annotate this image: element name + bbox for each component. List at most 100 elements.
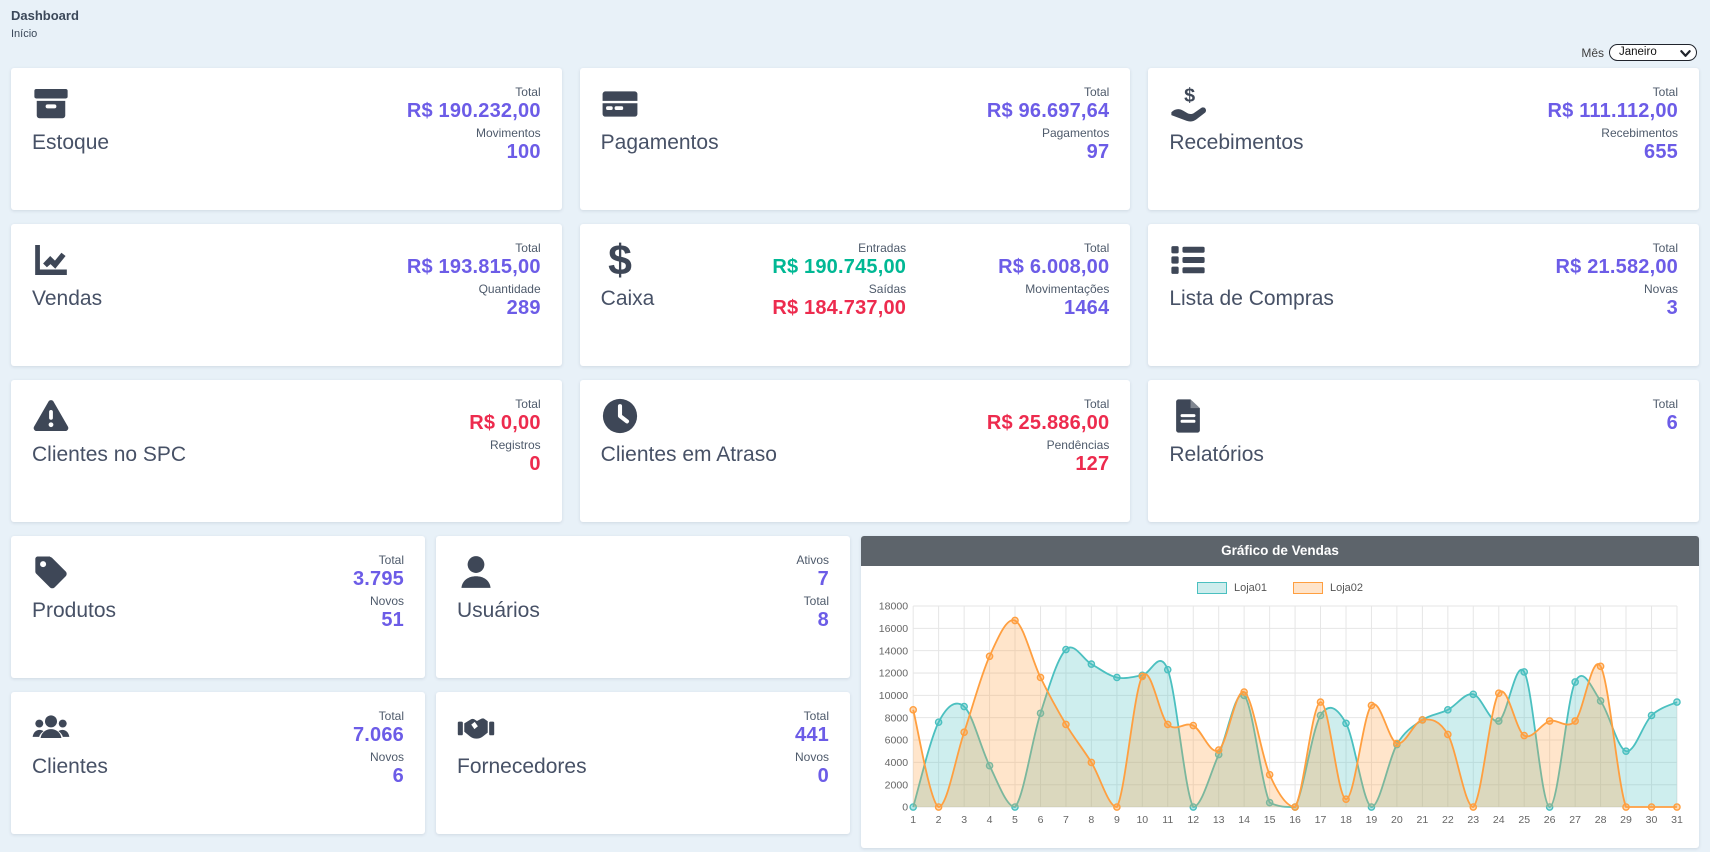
stat-label: Total [515,85,541,99]
card-recebimentos[interactable]: $ Recebimentos Total R$ 111.112,00 Recebimen… [1148,68,1699,210]
card-vendas[interactable]: Vendas Total R$ 193.815,00 Quantidade 289 [11,224,562,366]
stat-label: Novas [1643,282,1678,297]
card-main: Pagamentos [601,85,719,196]
stat-value: R$ 184.737,00 [772,297,907,320]
card-clientes-em-atraso[interactable]: Clientes em Atraso Total R$ 25.886,00 Pendê… [579,380,1131,522]
sales-chart-title: Gráfico de Vendas [861,536,1699,566]
svg-text:24: 24 [1493,814,1505,826]
clock-icon [601,397,639,435]
card-relatorios[interactable]: Relatórios Total 6 [1148,380,1699,522]
card-estoque[interactable]: Estoque Total R$ 190.232,00 Movimentos 100 [11,68,562,210]
stat-value: R$ 6.008,00 [998,256,1110,278]
svg-text:4000: 4000 [885,757,909,769]
svg-text:10: 10 [1136,814,1148,826]
legend-item-loja01[interactable]: Loja01 [1196,582,1267,594]
svg-text:14000: 14000 [879,645,908,657]
stat-value: 289 [506,297,541,320]
card-produtos[interactable]: Produtos Total 3.795 Novos 51 [11,536,425,678]
card-lista-de-compras[interactable]: Lista de Compras Total R$ 21.582,00 Novas 3 [1148,224,1699,366]
card-title: Usuários [457,599,540,622]
card-main: Fornecedores [457,709,587,820]
card-title: Estoque [32,131,110,154]
stat-label: Total [1652,397,1678,411]
stat-label: Novos [794,750,829,765]
svg-text:20: 20 [1391,814,1403,826]
card-title: Fornecedores [457,755,587,778]
svg-text:4: 4 [987,814,993,826]
card-main: $ Caixa [601,241,655,352]
svg-text:1: 1 [910,814,916,826]
card-fornecedores[interactable]: Fornecedores Total 441 Novos 0 [436,692,850,834]
card-stats: Total R$ 21.582,00 Novas 3 [1556,241,1679,352]
stat-column: Total R$ 21.582,00 Novas 3 [1556,241,1679,352]
users-icon [32,709,70,747]
stat-column: Total R$ 190.232,00 Movimentos 100 [407,85,541,196]
card-main: Relatórios [1169,397,1264,508]
page-header: Dashboard Início [11,8,1699,40]
stat-label: Novos [369,594,404,609]
svg-text:31: 31 [1671,814,1683,826]
card-stats: Total R$ 190.232,00 Movimentos 100 [407,85,541,196]
stat-label: Quantidade [478,282,541,297]
stat-value: R$ 190.745,00 [772,256,907,278]
archive-icon [32,85,70,123]
card-title: Clientes [32,755,108,778]
tag-icon [32,553,70,591]
svg-text:9: 9 [1114,814,1120,826]
card-caixa[interactable]: $ Caixa Entradas R$ 190.745,00 Saídas R$ 184.… [579,224,1131,366]
mini-cards-grid: Produtos Total 3.795 Novos 51 Usuários Ativos 7… [11,536,850,834]
stat-label: Total [803,594,829,609]
svg-text:12000: 12000 [879,668,908,680]
svg-text:2000: 2000 [885,779,909,791]
svg-text:22: 22 [1442,814,1454,826]
stat-label: Total [1652,241,1678,255]
svg-text:8000: 8000 [885,712,909,724]
stat-value: 6 [1666,412,1678,434]
legend-swatch [1293,582,1323,594]
stat-label: Total [1083,85,1110,99]
stat-value: R$ 193.815,00 [406,256,541,278]
legend-item-loja02[interactable]: Loja02 [1293,582,1363,594]
stat-value: 3.795 [352,568,404,590]
stat-label: Total [378,553,404,567]
card-pagamentos[interactable]: Pagamentos Total R$ 96.697,64 Pagamentos 97 [579,68,1131,210]
stat-column: Total R$ 25.886,00 Pendências 127 [987,397,1110,508]
sales-chart-plot: 0 2000 4000 6000 8000 10000 12000 14000 16000 180… [877,600,1683,842]
stat-value: R$ 111.112,00 [1547,100,1678,122]
svg-text:$: $ [608,241,632,279]
svg-text:2: 2 [936,814,942,826]
card-title: Produtos [32,599,117,622]
month-filter: Mês Janeiro [11,44,1697,61]
legend-label: Loja02 [1330,582,1364,594]
card-title: Relatórios [1169,443,1264,466]
card-main: Lista de Compras [1169,241,1334,352]
stat-column: Total 6 [1653,397,1678,508]
card-clientes[interactable]: Clientes Total 7.066 Novos 6 [11,692,425,834]
month-select[interactable]: Janeiro [1609,44,1697,61]
card-stats: Ativos 7 Total 8 [796,553,829,664]
svg-text:30: 30 [1646,814,1658,826]
hand-holding-dollar-icon: $ [1169,85,1207,123]
stat-value: 0 [817,765,829,788]
stat-column: Total R$ 96.697,64 Pagamentos 97 [987,85,1110,196]
stat-label: Novos [369,750,404,765]
stat-value: 97 [1086,141,1110,164]
legend-label: Loja01 [1233,582,1267,594]
stat-value: 8 [817,609,829,632]
document-icon [1169,397,1207,435]
dollar-icon: $ [601,241,639,279]
svg-text:10000: 10000 [879,690,908,702]
card-clientes-no-spc[interactable]: Clientes no SPC Total R$ 0,00 Registros 0 [11,380,562,522]
card-usuarios[interactable]: Usuários Ativos 7 Total 8 [436,536,850,678]
stat-column: Total R$ 0,00 Registros 0 [469,397,540,508]
user-icon [457,553,495,591]
stat-label: Total [378,709,404,723]
breadcrumb[interactable]: Início [11,28,38,40]
card-stats: Total R$ 193.815,00 Quantidade 289 [407,241,541,352]
stat-value: 7.066 [352,724,404,746]
stat-value: 655 [1644,141,1678,164]
svg-text:16: 16 [1289,814,1301,826]
stat-value: R$ 96.697,64 [986,100,1110,122]
stat-label: Total [1652,85,1678,99]
